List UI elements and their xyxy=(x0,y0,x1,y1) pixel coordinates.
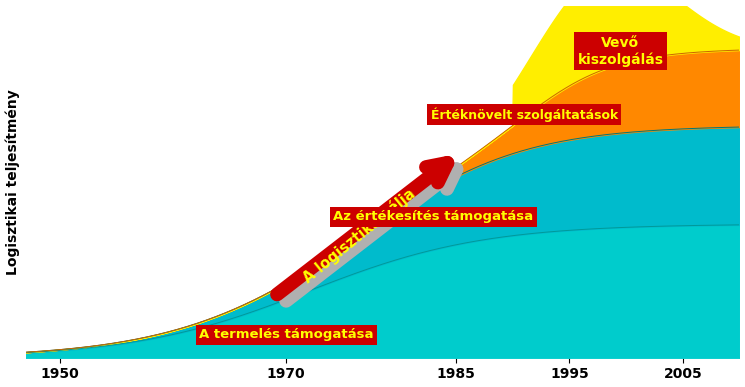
Text: Értéknövelt szolgáltatások: Értéknövelt szolgáltatások xyxy=(431,108,618,122)
Text: A logisztika célja: A logisztika célja xyxy=(299,185,418,286)
Text: A termelés támogatása: A termelés támogatása xyxy=(199,328,373,341)
Y-axis label: Logisztikai teljesítmény: Logisztikai teljesítmény xyxy=(5,89,20,274)
Text: Vevő
kiszolgálás: Vevő kiszolgálás xyxy=(577,36,664,67)
Text: Az értékesítés támogatása: Az értékesítés támogatása xyxy=(334,211,533,223)
